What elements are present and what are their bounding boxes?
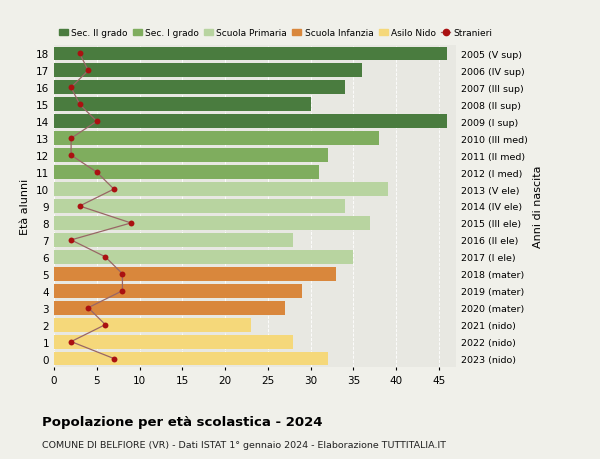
Point bbox=[67, 338, 76, 346]
Point bbox=[67, 135, 76, 143]
Bar bbox=[54, 250, 353, 264]
Point bbox=[118, 270, 127, 278]
Bar bbox=[54, 267, 336, 281]
Point bbox=[118, 287, 127, 295]
Bar bbox=[54, 132, 379, 146]
Point bbox=[126, 220, 136, 227]
Bar bbox=[54, 166, 319, 179]
Point bbox=[109, 186, 119, 193]
Bar bbox=[54, 98, 311, 112]
Legend: Sec. II grado, Sec. I grado, Scuola Primaria, Scuola Infanzia, Asilo Nido, Stran: Sec. II grado, Sec. I grado, Scuola Prim… bbox=[59, 29, 493, 38]
Y-axis label: Età alunni: Età alunni bbox=[20, 179, 31, 235]
Point bbox=[83, 304, 93, 312]
Text: Popolazione per età scolastica - 2024: Popolazione per età scolastica - 2024 bbox=[42, 415, 323, 428]
Point bbox=[75, 203, 85, 210]
Point bbox=[67, 84, 76, 92]
Bar bbox=[54, 64, 362, 78]
Bar bbox=[54, 149, 328, 163]
Bar bbox=[54, 81, 345, 95]
Point bbox=[101, 321, 110, 329]
Bar bbox=[54, 234, 293, 247]
Y-axis label: Anni di nascita: Anni di nascita bbox=[533, 165, 543, 248]
Bar bbox=[54, 318, 251, 332]
Point bbox=[83, 67, 93, 75]
Bar bbox=[54, 47, 448, 62]
Point bbox=[101, 254, 110, 261]
Point bbox=[75, 101, 85, 109]
Bar bbox=[54, 301, 285, 315]
Point bbox=[75, 50, 85, 58]
Bar bbox=[54, 200, 345, 213]
Text: COMUNE DI BELFIORE (VR) - Dati ISTAT 1° gennaio 2024 - Elaborazione TUTTITALIA.I: COMUNE DI BELFIORE (VR) - Dati ISTAT 1° … bbox=[42, 440, 446, 449]
Point bbox=[109, 355, 119, 363]
Bar bbox=[54, 217, 370, 230]
Bar bbox=[54, 335, 293, 349]
Point bbox=[92, 118, 101, 126]
Point bbox=[67, 237, 76, 244]
Point bbox=[67, 152, 76, 159]
Bar bbox=[54, 183, 388, 196]
Bar bbox=[54, 115, 448, 129]
Bar bbox=[54, 284, 302, 298]
Point bbox=[92, 169, 101, 176]
Bar bbox=[54, 352, 328, 366]
